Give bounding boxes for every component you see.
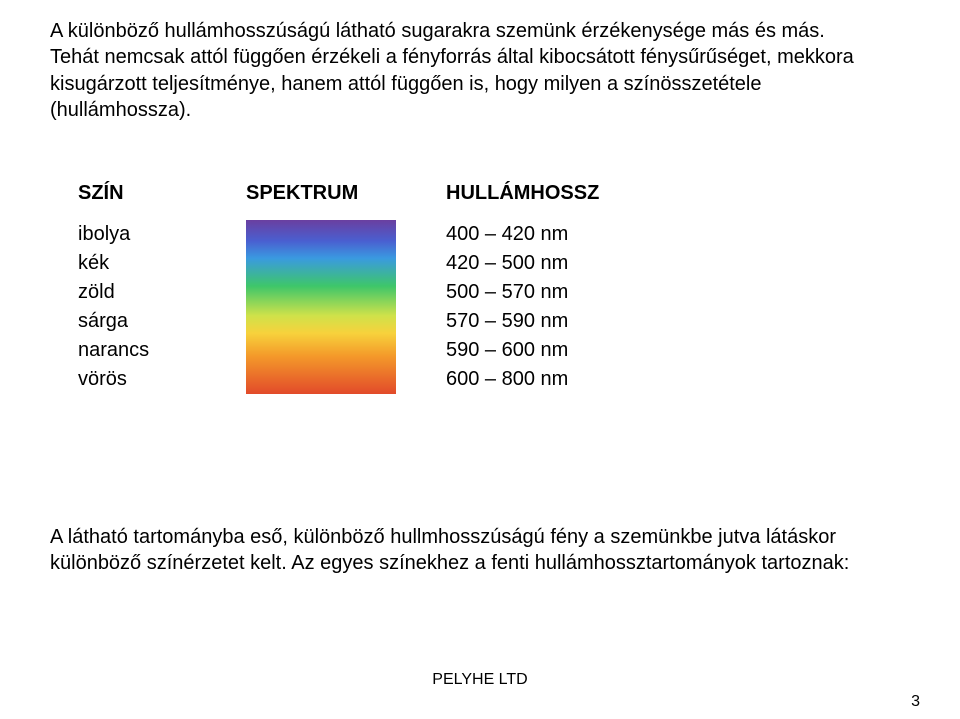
hullam-cell: 400 – 420 nm [446,220,706,249]
intro-line-1: A különböző hullámhosszúságú látható sug… [50,20,825,42]
spectrum-gradient [246,220,396,394]
hullam-cell: 590 – 600 nm [446,336,706,365]
footer-brand: PELYHE LTD [0,671,960,689]
intro-paragraph: A különböző hullámhosszúságú látható sug… [50,18,910,124]
hullam-cell: 600 – 800 nm [446,365,706,394]
page: A különböző hullámhosszúságú látható sug… [0,0,960,719]
column-hullamhossz: HULLÁMHOSSZ 400 – 420 nm 420 – 500 nm 50… [446,182,706,394]
column-szin: SZÍN ibolya kék zöld sárga narancs vörös [78,182,246,394]
intro-line-3: kisugárzott teljesítménye, hanem attól f… [50,73,762,95]
intro-line-2: Tehát nemcsak attól függően érzékeli a f… [50,46,854,68]
page-number: 3 [911,693,920,711]
szin-cell: zöld [78,278,246,307]
szin-cell: kék [78,249,246,278]
outro-paragraph: A látható tartományba eső, különböző hul… [50,524,910,577]
spectrum-table: SZÍN ibolya kék zöld sárga narancs vörös… [78,182,910,394]
hullam-cell: 570 – 590 nm [446,307,706,336]
intro-line-4: (hullámhossza). [50,99,191,121]
header-szin: SZÍN [78,182,246,208]
szin-cell: narancs [78,336,246,365]
outro-line-1: A látható tartományba eső, különböző hul… [50,526,836,548]
column-spektrum: SPEKTRUM [246,182,446,394]
szin-cell: sárga [78,307,246,336]
hullam-cell: 420 – 500 nm [446,249,706,278]
szin-cell: vörös [78,365,246,394]
szin-cell: ibolya [78,220,246,249]
outro-line-2: különböző színérzetet kelt. Az egyes szí… [50,552,849,574]
header-spektrum: SPEKTRUM [246,182,446,208]
hullam-cell: 500 – 570 nm [446,278,706,307]
header-hullamhossz: HULLÁMHOSSZ [446,182,706,208]
